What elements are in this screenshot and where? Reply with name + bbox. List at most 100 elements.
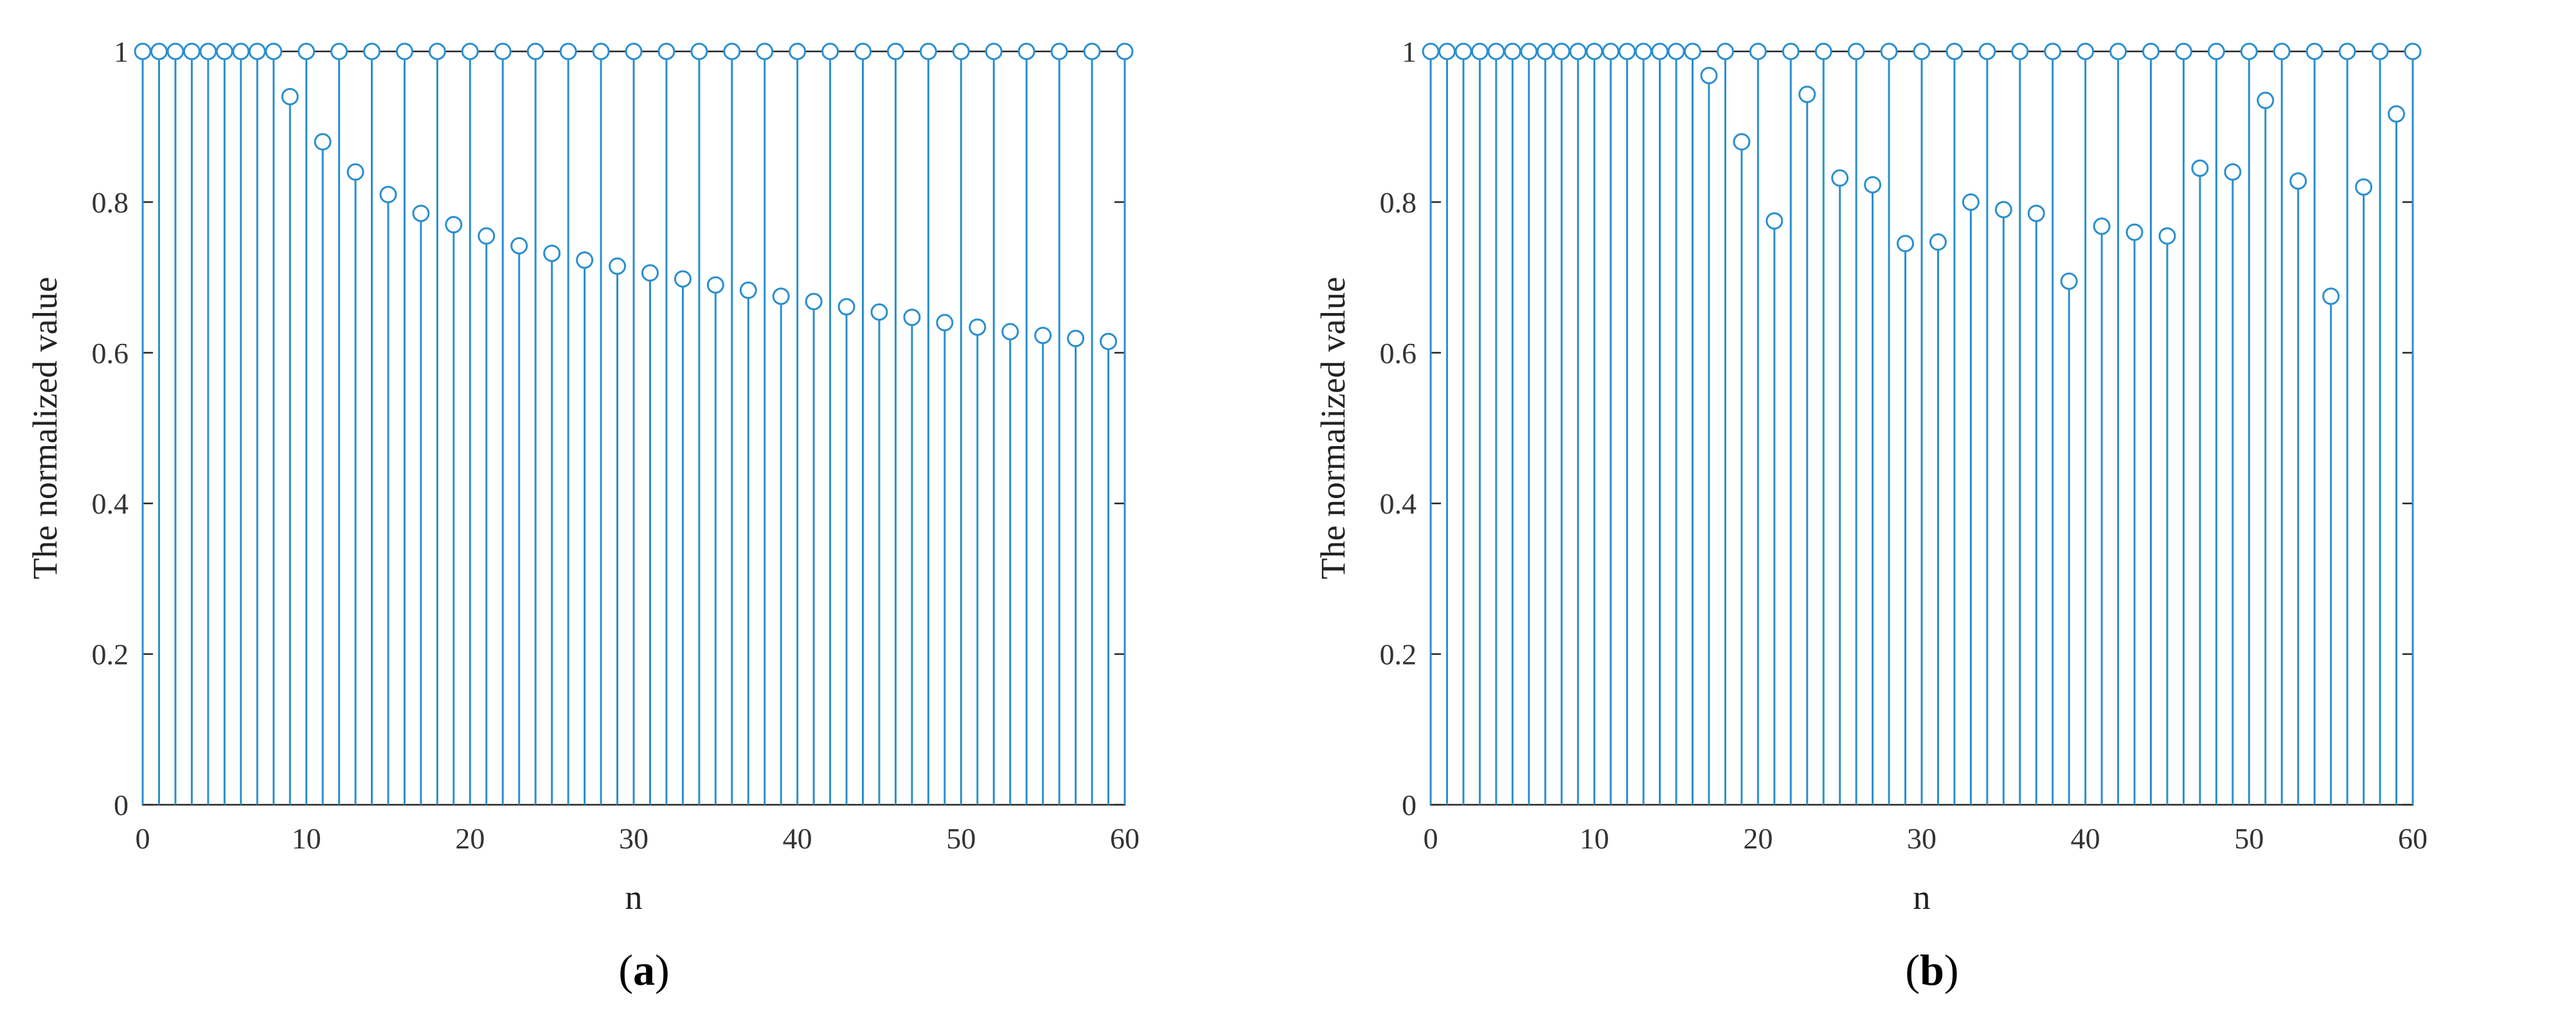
stem-marker — [2011, 42, 2029, 60]
stem-marker — [1782, 42, 1800, 60]
stem-marker — [2371, 42, 2389, 60]
x-tick-label: 50 — [2234, 822, 2264, 855]
stem-marker — [1586, 42, 1604, 60]
stem-marker — [805, 292, 823, 310]
x-tick-label: 60 — [2398, 822, 2428, 855]
x-tick-label: 40 — [2071, 822, 2100, 855]
stem-marker — [248, 42, 266, 60]
stem-marker — [215, 42, 233, 60]
stem-marker — [150, 42, 168, 60]
stem-marker — [2093, 217, 2111, 235]
stem-chart-a: 0 10 20 30 40 50 60 0 0.2 0.4 0.6 0.8 1 n The normaliz… — [26, 35, 1140, 917]
stem-marker — [412, 204, 430, 222]
stem-marker — [1034, 327, 1052, 345]
stem-marker — [641, 264, 659, 282]
stem-marker — [969, 318, 987, 336]
stem-marker — [2240, 42, 2258, 60]
stem-marker — [510, 237, 528, 255]
stem-marker — [1100, 332, 1118, 350]
stem-marker — [2289, 172, 2307, 190]
stem-marker — [609, 257, 627, 275]
stem-marker — [281, 87, 299, 105]
stem-marker — [821, 42, 839, 60]
y-tick-label: 0 — [1402, 789, 1417, 821]
stem-marker — [298, 42, 316, 60]
y-tick-label: 0.6 — [92, 337, 129, 370]
stem-marker — [1749, 42, 1767, 60]
stem-marker — [1116, 42, 1134, 60]
stem-marker — [674, 270, 692, 288]
stem-marker — [199, 42, 217, 60]
stem-marker — [756, 42, 774, 60]
stem-marker — [2125, 223, 2143, 241]
x-tick-label: 20 — [1743, 822, 1773, 855]
x-tick-label: 30 — [1907, 822, 1936, 855]
stem-marker — [985, 42, 1003, 60]
stem-marker — [1733, 133, 1751, 151]
stem-marker — [330, 42, 348, 60]
stem-marker — [1536, 42, 1554, 60]
stem-marker — [1864, 175, 1882, 193]
stem-marker — [1017, 42, 1035, 60]
stem-marker — [1913, 42, 1931, 60]
stem-marker — [952, 42, 970, 60]
x-tick-label: 20 — [455, 822, 485, 855]
y-axis-title: The normalized value — [26, 277, 64, 580]
x-tick-label: 0 — [136, 822, 150, 855]
stem-marker — [1553, 42, 1571, 60]
stem-marker — [166, 42, 184, 60]
stem-marker — [657, 42, 675, 60]
stem-chart-b: 0 10 20 30 40 50 60 0 0.2 0.4 0.6 0.8 1 n The normaliz… — [1314, 35, 2428, 917]
caption-b: (b) — [1905, 946, 1959, 994]
x-tick-label: 50 — [946, 822, 976, 855]
stem-marker — [854, 42, 872, 60]
stem-marker — [494, 42, 512, 60]
stem-marker — [2388, 105, 2406, 123]
stem-marker — [837, 298, 855, 316]
stem-marker — [2273, 42, 2291, 60]
stem-marker — [559, 42, 577, 60]
stem-marker — [903, 309, 921, 327]
stem-marker — [2077, 42, 2095, 60]
stem-marker — [1831, 169, 1849, 187]
stem-marker — [2044, 42, 2062, 60]
x-tick-label: 40 — [783, 822, 812, 855]
stem-marker — [2338, 42, 2356, 60]
stem-marker — [1471, 42, 1489, 60]
stem-marker — [1945, 42, 1963, 60]
stem-marker — [395, 42, 413, 60]
stem-marker — [2191, 159, 2209, 177]
x-axis-title: n — [625, 878, 643, 917]
stem-marker — [2174, 42, 2192, 60]
stem-marker — [789, 42, 807, 60]
stem-marker — [576, 251, 594, 269]
stem-marker — [1716, 42, 1734, 60]
y-tick-label: 1 — [1402, 35, 1417, 68]
caption-a: (a) — [618, 946, 670, 994]
stem-marker — [1422, 42, 1440, 60]
chart-panel-b: 0 10 20 30 40 50 60 0 0.2 0.4 0.6 0.8 1 n The normaliz… — [1288, 0, 2576, 1013]
stem-marker — [2027, 204, 2045, 222]
stem-marker — [1994, 201, 2012, 219]
x-tick-label: 30 — [619, 822, 648, 855]
stem-marker — [1880, 42, 1898, 60]
stem-marker — [2142, 42, 2160, 60]
stem-marker — [2207, 42, 2225, 60]
stem-marker — [363, 42, 381, 60]
stem-marker — [1683, 42, 1701, 60]
stem-marker — [870, 303, 888, 321]
stem-marker — [1897, 235, 1915, 253]
stem-marker — [886, 42, 904, 60]
y-tick-label: 0.8 — [1380, 186, 1417, 219]
stem-marker — [2322, 287, 2340, 305]
stem-marker — [445, 216, 463, 234]
stem-marker — [1438, 42, 1456, 60]
stem-marker — [1929, 233, 1947, 251]
stem-marker — [2355, 178, 2373, 196]
stem-marker — [1978, 42, 1996, 60]
stem-marker — [428, 42, 446, 60]
stem-marker — [592, 42, 610, 60]
x-axis-title: n — [1913, 878, 1931, 917]
stem-marker — [1520, 42, 1538, 60]
stem-marker — [2404, 42, 2422, 60]
